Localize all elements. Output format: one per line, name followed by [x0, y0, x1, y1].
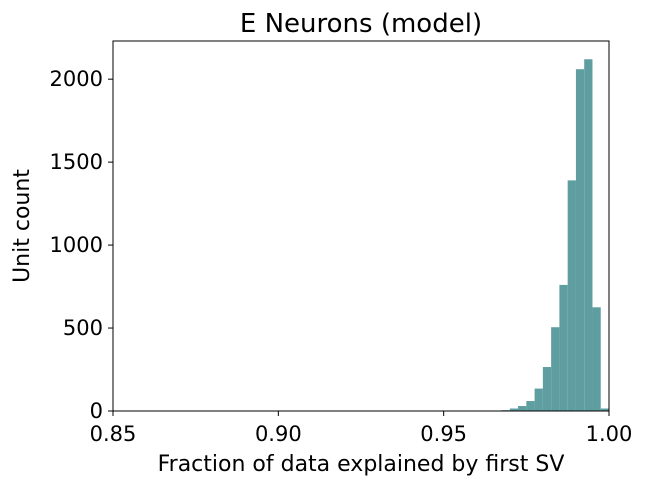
histogram-bar-6 — [542, 367, 552, 411]
histogram-bar-11 — [584, 59, 593, 411]
histogram-bar-9 — [567, 180, 576, 411]
histogram-bar-12 — [592, 307, 601, 411]
y-axis-ticks: 0 500 1000 1500 2000 — [50, 67, 113, 423]
y-tick-label: 0 — [90, 399, 103, 423]
x-tick-label: 1.00 — [586, 422, 633, 446]
histogram-bar-13 — [600, 408, 609, 411]
chart-title: E Neurons (model) — [240, 9, 482, 39]
y-tick-label: 500 — [63, 316, 103, 340]
y-tick-label: 2000 — [50, 67, 103, 91]
plot-frame — [112, 40, 610, 412]
x-axis-label: Fraction of data explained by first SV — [158, 452, 565, 477]
x-tick-label: 0.90 — [255, 422, 302, 446]
histogram-bars — [493, 59, 609, 412]
x-tick-label: 0.85 — [90, 422, 137, 446]
y-tick-label: 1000 — [50, 233, 103, 257]
histogram-bar-3 — [518, 406, 527, 411]
x-axis-ticks: 0.85 0.90 0.95 1.00 — [90, 411, 633, 446]
histogram-bar-10 — [575, 69, 585, 412]
histogram-bar-2 — [509, 408, 519, 411]
y-tick-label: 1500 — [50, 150, 103, 174]
histogram-bar-7 — [551, 327, 560, 411]
histogram-bar-8 — [559, 284, 568, 411]
histogram-bar-5 — [534, 388, 543, 411]
y-axis-label: Unit count — [10, 169, 35, 283]
histogram-bar-4 — [526, 401, 535, 411]
x-tick-label: 0.95 — [420, 422, 467, 446]
